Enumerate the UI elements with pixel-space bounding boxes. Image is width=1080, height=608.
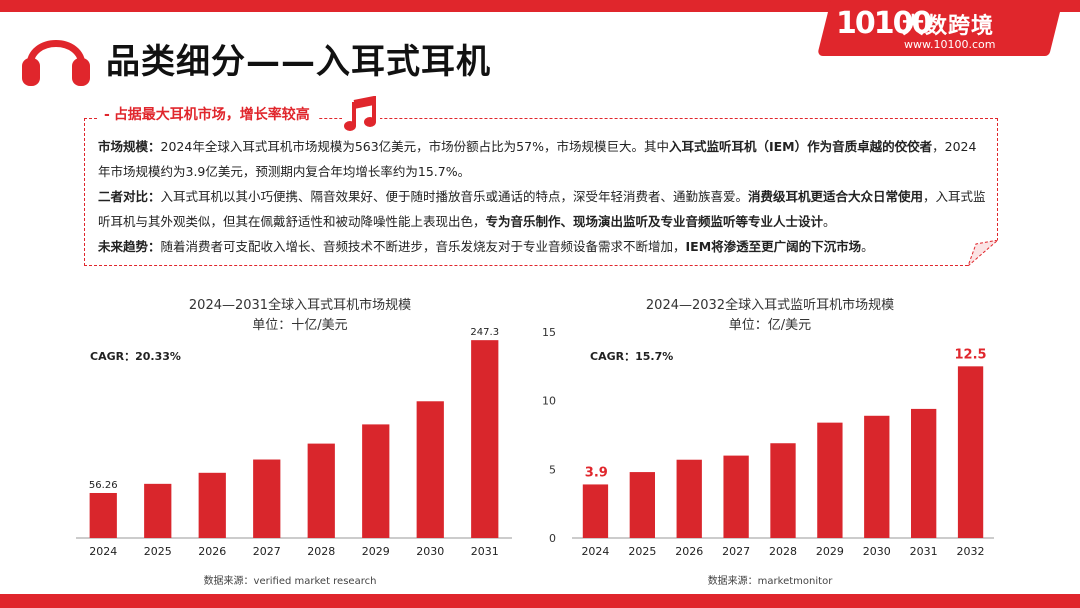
chart2-source: 数据来源：marketmonitor [707,576,833,587]
chart0-x-tick-label: 2026 [198,545,226,558]
bottom-accent-bar [0,594,1080,608]
chart1-subtitle: 单位：十亿/美元 [252,318,348,333]
chart0-x-tick-label: 2027 [253,545,281,558]
headphone-icon [22,40,90,86]
page-fold-corner [968,240,998,266]
chart0-bar [362,424,390,538]
chart0-x-tick-label: 2031 [471,545,499,558]
chart0-bar [144,483,172,538]
info-label-text: 占据最大耳机市场，增长率较高 [113,107,310,123]
page-title: 品类细分——入耳式耳机 [106,42,491,82]
brand-url: www.10100.com [904,38,996,51]
info-paragraph-market-size: 市场规模：2024年全球入耳式耳机市场规模为563亿美元，市场份额占比为57%，… [98,139,977,179]
chart1-cagr: CAGR：20.33% [90,350,181,363]
chart0-bar [253,459,281,538]
info-paragraph-trend: 未来趋势：随着消费者可支配收入增长、音频技术不断进步，音乐发烧友对于专业音频设备… [98,239,874,254]
chart2-title: 2024—2032全球入耳式监听耳机市场规模 [645,298,895,313]
chart0-bar [198,472,226,538]
chart0-x-tick-label: 2024 [89,545,117,558]
chart0-bar [89,492,117,538]
music-note-icon [342,96,380,132]
brand-name: 大数跨境 [902,14,995,39]
brand-logo: 10100 大数跨境 www.10100.com [832,4,1052,52]
chart0-x-tick-label: 2028 [307,545,335,558]
info-label: - 占据最大耳机市场，增长率较高 [98,104,318,124]
chart2-cagr: CAGR：15.7% [590,350,674,363]
brand-mark: 10100 [836,6,932,41]
info-text: 市场规模：2024年全球入耳式耳机市场规模为563亿美元，市场份额占比为57%，… [98,134,988,259]
chart0-x-tick-label: 2030 [416,545,444,558]
chart0-data-label: 247.3 [470,327,499,338]
chart1-title: 2024—2031全球入耳式耳机市场规模 [188,298,412,313]
info-paragraph-comparison: 二者对比：入耳式耳机以其小巧便携、隔音效果好、便于随时播放音乐或通话的特点，深受… [98,189,986,229]
chart0-bar [416,401,444,538]
chart0-bar [307,443,335,538]
chart0-bar [471,340,499,538]
chart0-x-tick-label: 2025 [144,545,172,558]
chart2-subtitle: 单位：亿/美元 [728,318,812,333]
chart0-x-tick-label: 2029 [362,545,390,558]
info-box [84,118,998,266]
chart0-data-label: 56.26 [89,480,118,491]
top-accent-bar [0,0,1080,12]
chart1-source: 数据来源：verified market research [203,576,377,587]
